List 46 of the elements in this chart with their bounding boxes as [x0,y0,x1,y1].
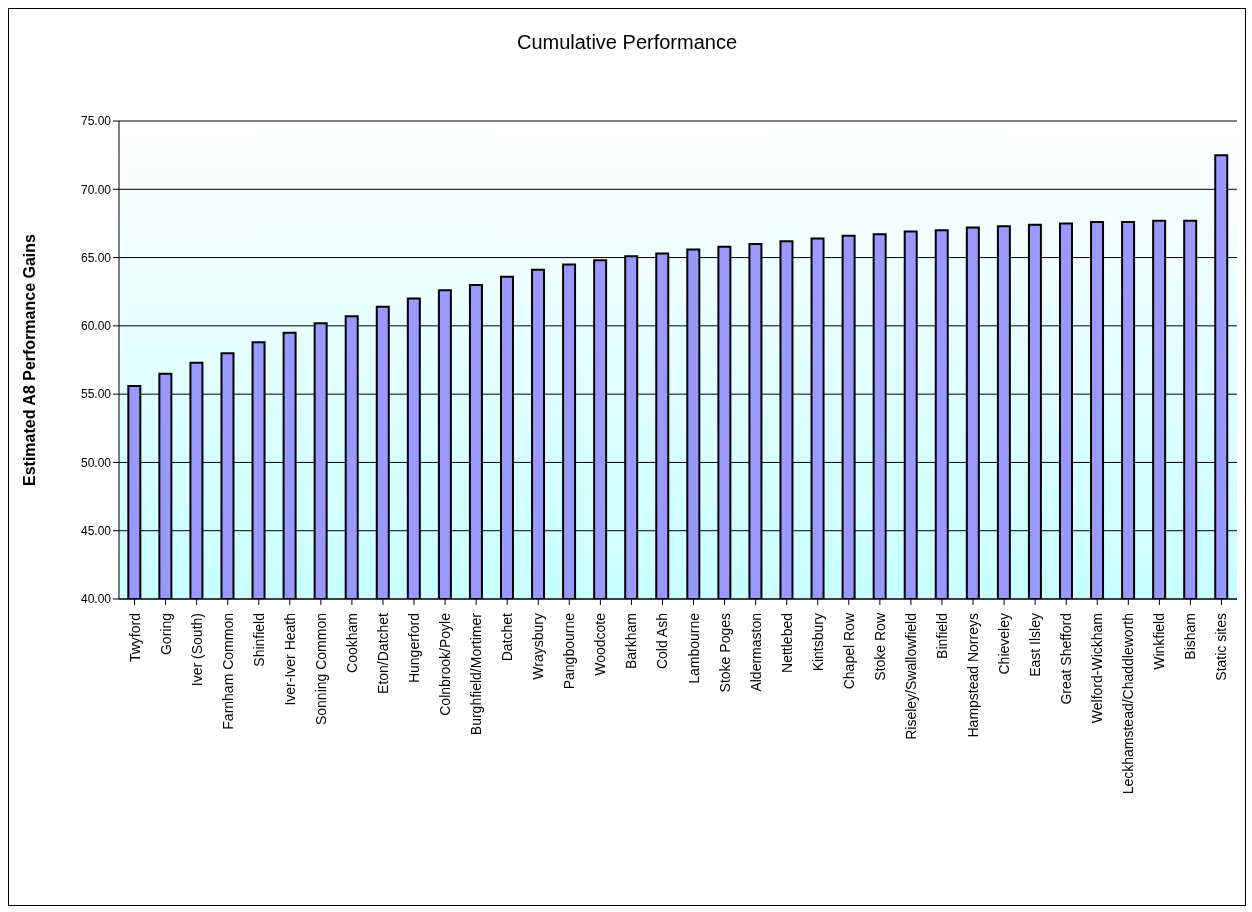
x-tick-label: Hampstead Norreys [965,613,982,738]
y-tick-label: 70.00 [80,182,112,197]
x-tick-label: Chapel Row [840,612,857,690]
x-tick-label: Chieveley [996,613,1013,675]
x-tick-label: Riseley/Swallowfield [902,613,919,740]
y-tick-label: 40.00 [80,592,112,607]
x-tick-label: Great Shefford [1058,613,1075,705]
x-tick-label: Lambourne [685,612,702,684]
x-tick-label: Burghfield/Mortimer [468,612,485,736]
x-tick-label: Leckhamstead/Chaddleworth [1120,613,1137,795]
x-tick-label: Binfield [933,613,950,659]
y-tick-label: 60.00 [80,319,112,334]
x-tick-label: Datchet [499,612,516,662]
x-tick-label: Eton/Datchet [374,612,391,694]
x-tick-label: Iver-Iver Heath [281,613,298,706]
x-tick-label: Stoke Row [871,612,888,681]
y-axis-title: Estimated A8 Performance Gains [20,233,38,486]
y-tick-label: 65.00 [80,250,112,265]
x-tick-label: Aldermaston [747,613,764,692]
x-tick-label: Welford-Wickham [1089,613,1106,724]
y-tick-label: 55.00 [80,387,112,402]
x-tick-label: Nettlebed [778,613,795,673]
x-tick-label: Farnham Common [219,613,236,730]
x-tick-label: Winkfield [1151,613,1168,670]
y-tick-label: 45.00 [80,523,112,538]
x-tick-label: Goring [157,613,174,656]
y-tick-label: 50.00 [80,455,112,470]
x-tick-label: Bisham [1182,613,1199,660]
x-tick-label: Barkham [623,613,640,670]
x-tick-label: Iver (South) [188,613,205,687]
x-tick-label: Twyford [126,613,143,663]
x-tick-label: Sonning Common [312,613,329,726]
x-tick-label: Shinfield [250,613,267,667]
x-tick-label: Cookham [343,613,360,673]
x-tick-label: Colnbrook/Poyle [437,612,454,716]
x-tick-label: East Ilsley [1027,613,1044,677]
x-tick-label: Kintsbury [809,613,826,672]
chart-title: Cumulative Performance [515,31,739,54]
x-tick-label: Pangbourne [561,612,578,690]
x-tick-label: Cold Ash [654,613,671,670]
x-tick-label: Woodcote [592,612,609,676]
y-tick-label: 75.00 [80,114,112,129]
x-tick-label: Stoke Poges [716,613,733,693]
x-tick-label: Wraysbury [530,613,547,680]
x-tick-label: Static sites [1213,613,1230,681]
x-tick-label: Hungerford [406,613,423,684]
